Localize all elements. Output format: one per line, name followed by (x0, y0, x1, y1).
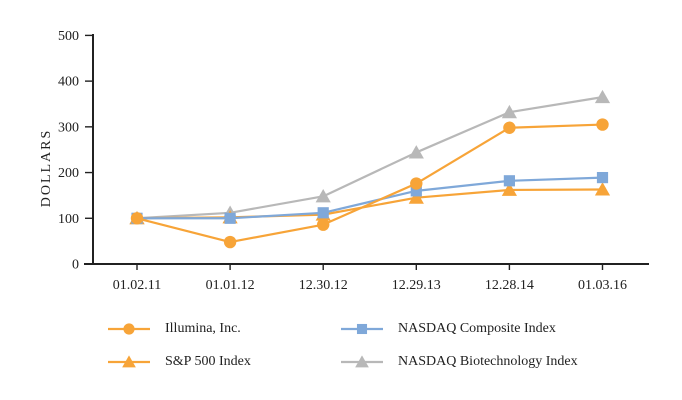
series-marker-nasdaq-biotechnology-index (501, 104, 517, 119)
series-marker-illumina-inc (317, 218, 330, 231)
legend-swatch-square-icon (341, 323, 383, 334)
series-marker-nasdaq-composite-index (410, 185, 422, 197)
series-marker-nasdaq-composite-index (317, 207, 329, 219)
y-tick-label: 400 (58, 75, 79, 90)
legend-swatch-circle-icon (108, 322, 150, 335)
series-marker-illumina-inc (223, 235, 237, 249)
x-tick-label: 01.03.16 (578, 278, 627, 293)
series-marker-illumina-inc (503, 121, 516, 134)
legend-label: Illumina, Inc. (165, 320, 241, 336)
series-marker-nasdaq-biotechnology-index (408, 145, 424, 159)
plot-area: 0 100 200 300 400 500 01.02.11 01.01.12 12.30.12… (58, 29, 649, 293)
legend-marker-circle-icon (123, 322, 135, 335)
legend-marker-square-icon (356, 323, 368, 334)
series-marker-s-p-500-index (594, 182, 611, 196)
y-tick-label: 200 (58, 166, 79, 181)
series-marker-nasdaq-biotechnology-index (315, 189, 331, 203)
x-tick-label: 12.29.13 (392, 278, 441, 293)
series-marker-nasdaq-composite-index (224, 212, 236, 224)
series-marker-s-p-500-index (408, 190, 424, 204)
series-marker-nasdaq-composite-index (596, 171, 609, 184)
x-tick-label: 12.30.12 (299, 278, 348, 293)
legend-item-illumina-inc: Illumina, Inc. (108, 318, 341, 339)
series-marker-nasdaq-composite-index (503, 175, 515, 187)
legend-item-s-p-500-index: S&P 500 Index (108, 351, 341, 372)
legend-label: S&P 500 Index (165, 353, 251, 369)
series-line-nasdaq-biotechnology-index (136, 96, 603, 220)
y-tick-label: 0 (72, 258, 79, 273)
legend-swatch-triangle-icon (108, 354, 150, 367)
legend-marker-triangle-icon (355, 354, 369, 367)
x-tick-label: 12.28.14 (485, 278, 534, 293)
x-tick-label: 01.02.11 (113, 278, 161, 293)
legend-label: NASDAQ Biotechnology Index (398, 353, 578, 369)
legend-item-nasdaq-composite-index: NASDAQ Composite Index (341, 318, 578, 339)
series-line-nasdaq-composite-index (137, 176, 603, 220)
series-marker-s-p-500-index (501, 182, 517, 196)
series-marker-illumina-inc (596, 118, 609, 131)
y-tick-label: 500 (58, 29, 79, 44)
series-marker-illumina-inc (410, 177, 423, 190)
series-marker-nasdaq-biotechnology-index (594, 89, 611, 104)
legend-item-nasdaq-biotechnology-index: NASDAQ Biotechnology Index (341, 351, 578, 372)
y-tick-label: 300 (58, 120, 79, 135)
series-marker-illumina-inc (130, 212, 144, 225)
legend-label: NASDAQ Composite Index (398, 320, 556, 336)
legend-marker-triangle-icon (122, 354, 136, 367)
chart-legend: Illumina, Inc. NASDAQ Composite Index S&P … (108, 318, 578, 372)
x-tick-label: 01.01.12 (206, 278, 255, 293)
legend-swatch-triangle-icon (341, 354, 383, 367)
y-tick-label: 100 (58, 212, 79, 227)
series-line-illumina-inc (136, 123, 603, 244)
